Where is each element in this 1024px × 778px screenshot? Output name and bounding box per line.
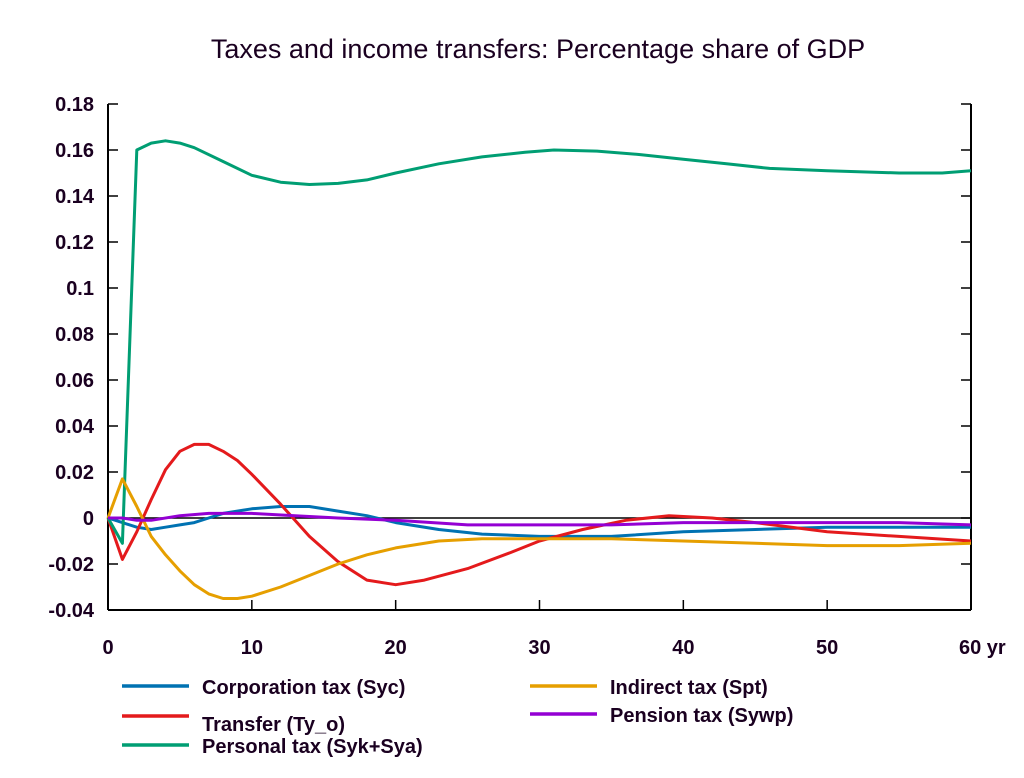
y-tick-label: 0.08 [55,324,94,346]
y-tick-label: 0.16 [55,140,94,162]
series-line-pension-tax-sywp [108,511,972,527]
series-group [106,139,972,600]
y-tick-label: -0.02 [48,554,94,576]
y-tick-label: 0.18 [55,94,94,116]
y-tick-label: -0.04 [48,600,94,622]
legend-item: Personal tax (Syk+Sya) [122,736,423,758]
legend-label: Pension tax (Sywp) [610,705,793,727]
legend-item: Pension tax (Sywp) [530,705,793,727]
y-tick-label: 0 [83,508,94,530]
legend-label: Personal tax (Syk+Sya) [202,736,423,758]
series-line-corporation-tax-syc [107,505,971,538]
y-tick-label: 0.14 [55,186,95,208]
series-line-personal-tax-syk-sya [106,139,972,545]
legend-item: Transfer (Ty_o) [122,714,345,736]
legend-label: Indirect tax (Spt) [610,677,768,699]
x-tick-label: 30 [528,637,550,659]
axes: -0.04 -0.02 0 0.02 0.04 0.06 0.08 0.1 0.12 0.14 0.… [48,94,1006,659]
series-line-transfer-ty-o [106,442,972,587]
legend-item: Corporation tax (Syc) [122,677,405,699]
x-tick-label: 0 [102,637,113,659]
y-tick-label: 0.06 [55,370,94,392]
chart-title: Taxes and income transfers: Percentage s… [211,34,865,64]
y-tick-label: 0.12 [55,232,94,254]
y-tick-label: 0.02 [55,462,94,484]
y-tick-label: 0.04 [55,416,95,438]
legend-item: Indirect tax (Spt) [530,677,768,699]
x-tick-label: 20 [385,637,407,659]
x-tick-label: 60 yr [959,637,1006,659]
legend: Corporation tax (Syc) Transfer (Ty_o)Pers… [122,677,793,758]
x-tick-label: 10 [241,637,263,659]
legend-label: Transfer (Ty_o) [202,714,345,736]
y-tick-label: 0.1 [66,278,94,300]
series-line-indirect-tax-spt [106,477,972,600]
x-tick-label: 40 [672,637,694,659]
x-tick-label: 50 [816,637,838,659]
legend-label: Corporation tax (Syc) [202,677,405,699]
